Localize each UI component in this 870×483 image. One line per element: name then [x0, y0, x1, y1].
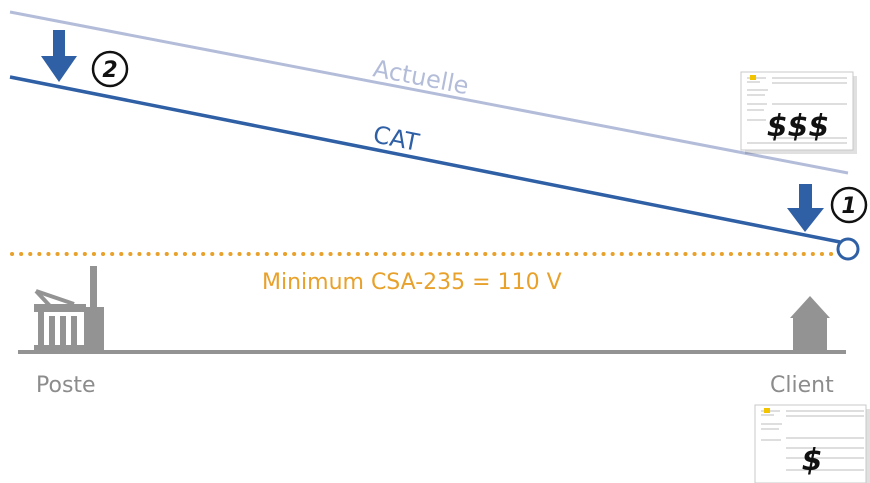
- substation-label: Poste: [36, 373, 96, 398]
- marker-one-badge: 1: [830, 186, 868, 224]
- cat-voltage-line: [9, 75, 841, 244]
- down-arrow-right-icon: [787, 184, 824, 232]
- low-bill-amount: $: [802, 443, 823, 478]
- end-point-circle: [836, 237, 860, 261]
- low-bill-document: $: [754, 404, 870, 483]
- marker-two-badge: 2: [91, 50, 129, 88]
- marker-one-label: 1: [841, 194, 856, 219]
- minimum-voltage-label: Minimum CSA-235 = 110 V: [262, 270, 562, 295]
- house-icon: [790, 296, 830, 351]
- down-arrow-left-icon: [41, 30, 77, 82]
- substation-icon: [34, 266, 104, 352]
- high-bill-amount: $$$: [767, 109, 830, 144]
- high-bill-document: $$$: [740, 71, 857, 154]
- marker-two-label: 2: [102, 58, 117, 83]
- current-line-label: Actuelle: [371, 54, 471, 100]
- client-label: Client: [770, 373, 834, 398]
- current-voltage-line: [9, 10, 849, 175]
